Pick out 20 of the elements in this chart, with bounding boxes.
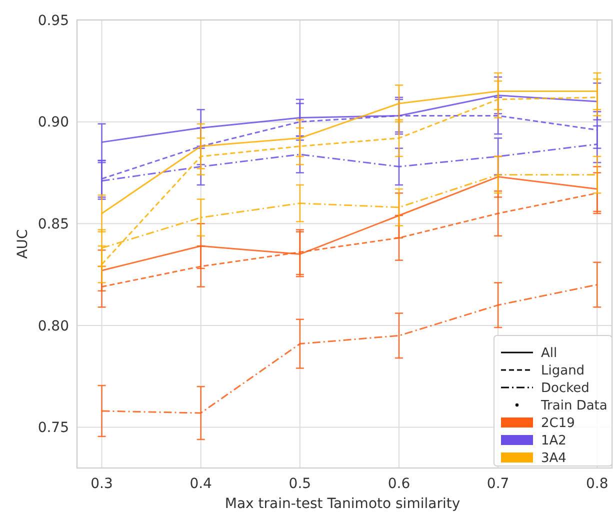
legend-label: 2C19 bbox=[541, 416, 575, 432]
y-tick-label: 0.90 bbox=[38, 114, 69, 131]
legend-label: 3A4 bbox=[541, 451, 566, 466]
y-tick-label: 0.85 bbox=[38, 216, 69, 233]
y-tick-label: 0.95 bbox=[38, 12, 69, 29]
y-tick-label: 0.80 bbox=[38, 318, 69, 334]
x-tick-label: 0.4 bbox=[190, 476, 212, 492]
x-tick-label: 0.8 bbox=[586, 476, 608, 492]
x-tick-label: 0.6 bbox=[388, 476, 410, 492]
y-axis-title: AUC bbox=[15, 228, 31, 259]
x-axis-title: Max train-test Tanimoto similarity bbox=[224, 496, 460, 512]
legend-label: All bbox=[541, 346, 558, 362]
x-tick-label: 0.7 bbox=[486, 476, 510, 492]
x-tick-label: 0.3 bbox=[90, 476, 113, 492]
x-tick-label: 0.5 bbox=[288, 476, 312, 492]
legend-label: 1A2 bbox=[541, 434, 566, 449]
legend-label: Train Data bbox=[540, 398, 608, 414]
legend-label: Docked bbox=[541, 381, 590, 396]
legend-label: Ligand bbox=[541, 364, 585, 379]
y-tick-label: 0.75 bbox=[38, 420, 69, 436]
